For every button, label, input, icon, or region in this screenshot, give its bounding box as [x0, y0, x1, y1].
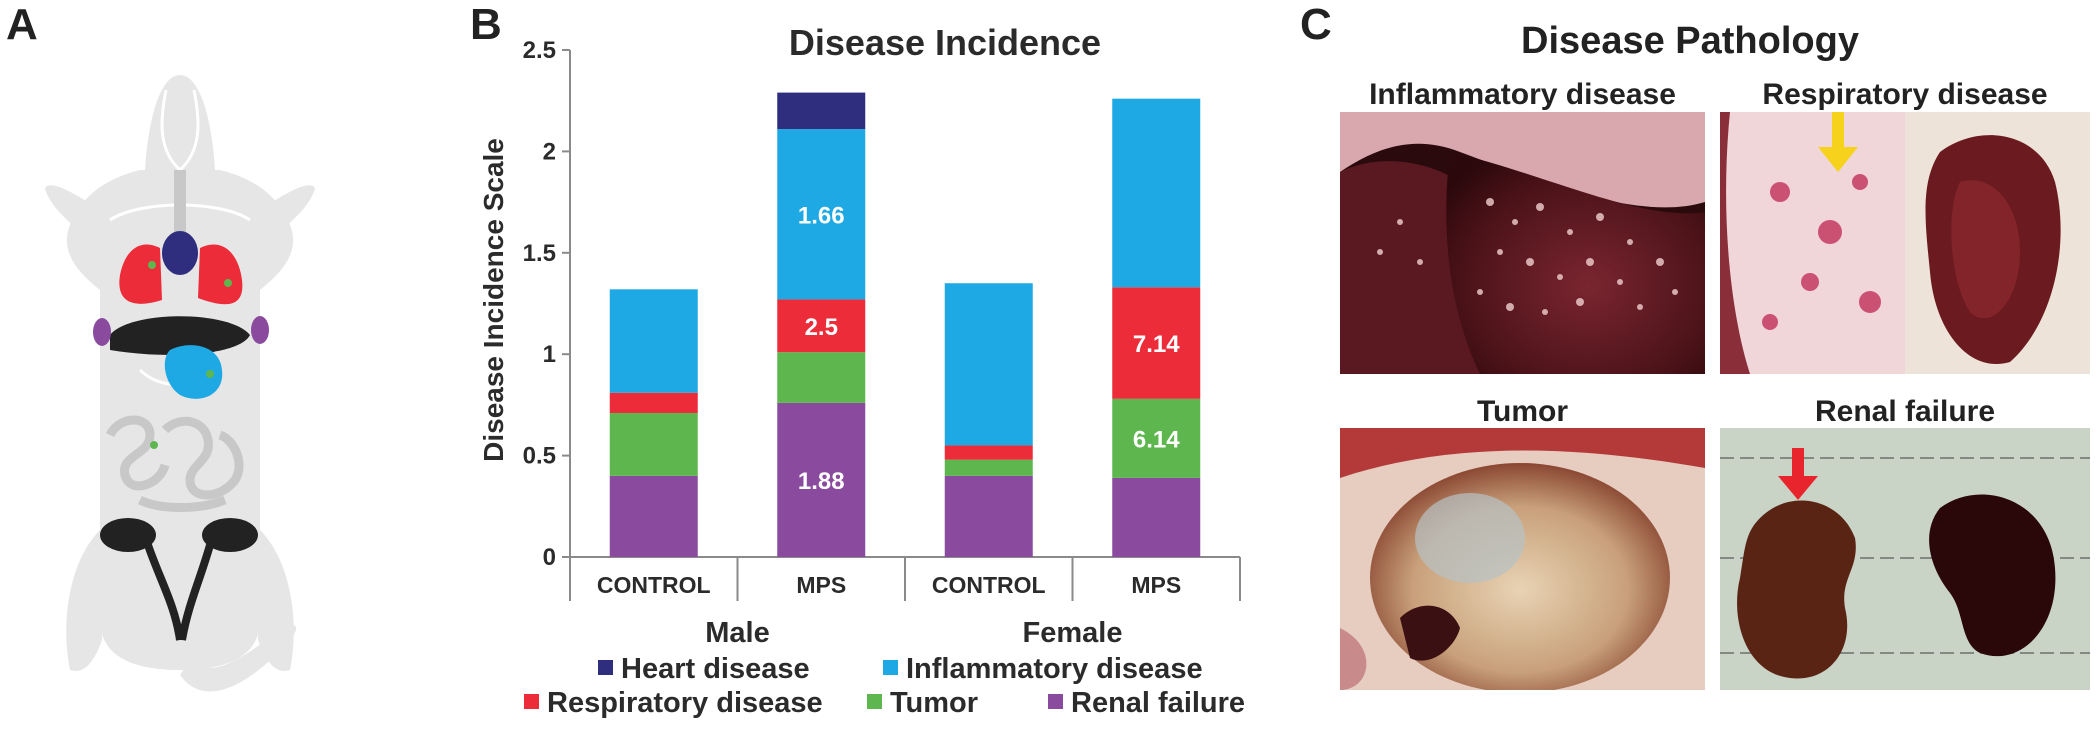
- x-tick-label: MPS: [1131, 572, 1181, 598]
- heart-organ: [162, 231, 198, 275]
- bar-segment-inflammatory-disease: [609, 289, 698, 393]
- bar-segment-tumor: [777, 352, 866, 403]
- bar-segment-respiratory-disease: [609, 392, 698, 414]
- panel-label-b: B: [470, 0, 502, 49]
- x-tick-label: MPS: [796, 572, 846, 598]
- y-tick-label: 2: [543, 138, 556, 165]
- photo-inflammatory-disease: [1340, 112, 1705, 374]
- group-label: Female: [1023, 617, 1123, 649]
- bar-segment-renal-failure: [1112, 477, 1201, 557]
- y-tick-label: 0: [543, 544, 556, 571]
- data-label: 6.14: [1133, 426, 1180, 453]
- bar-segment-inflammatory-disease: [777, 129, 866, 300]
- data-label: 7.14: [1133, 331, 1180, 358]
- bar-segment-respiratory-disease: [1112, 287, 1201, 399]
- mouse-anatomy-illustration: [45, 75, 315, 692]
- data-label: 1.66: [798, 202, 845, 229]
- stomach-organ: [164, 345, 223, 399]
- y-tick-label: 2.5: [523, 37, 556, 64]
- lymph-node-right: [251, 316, 269, 344]
- legend-swatch: [598, 660, 613, 675]
- legend-swatch: [883, 660, 898, 675]
- y-tick-label: 0.5: [523, 443, 556, 470]
- photo-title-tumor: Tumor: [1476, 395, 1569, 428]
- group-label: Male: [705, 617, 769, 649]
- kidney-right: [202, 518, 258, 552]
- bar-segment-tumor: [944, 459, 1033, 476]
- pathology-title: Disease Pathology: [1521, 20, 1859, 62]
- data-label: 1.88: [798, 468, 845, 495]
- legend-label: Respiratory disease: [547, 687, 823, 719]
- legend-swatch: [867, 694, 882, 709]
- bar-segment-respiratory-disease: [777, 299, 866, 353]
- trachea: [174, 170, 186, 240]
- bar-segment-inflammatory-disease: [944, 283, 1033, 446]
- legend-label: Tumor: [890, 687, 978, 719]
- bar-segment-tumor: [1112, 398, 1201, 478]
- bar-segment-inflammatory-disease: [1112, 98, 1201, 288]
- y-tick-label: 1: [543, 341, 556, 368]
- x-tick-label: CONTROL: [932, 572, 1046, 598]
- bar-segment-renal-failure: [777, 402, 866, 557]
- bar-segment-respiratory-disease: [944, 445, 1033, 460]
- photo-respiratory-disease: [1720, 112, 2090, 374]
- y-tick-label: 1.5: [523, 240, 556, 267]
- chart-plot-area: 0 0.5 1 1.5 2 2.5 CONTROL 1.88 2.5 1.66 MPS CONTROL…: [523, 37, 1245, 719]
- lung-left: [119, 244, 162, 304]
- disease-incidence-chart: Disease Incidence Disease Incidence Scal…: [478, 22, 1245, 719]
- liver-organ: [110, 316, 250, 355]
- bar-segment-renal-failure: [944, 475, 1033, 557]
- tumor-markers: [148, 261, 232, 449]
- lung-right: [198, 244, 243, 305]
- yellow-arrow: [1818, 112, 1858, 172]
- photo-tumor: [1340, 428, 1705, 690]
- bar-segment-renal-failure: [609, 475, 698, 557]
- ureters-bladder: [144, 543, 214, 641]
- x-tick-label: CONTROL: [597, 572, 711, 598]
- lymph-node-left: [93, 318, 111, 346]
- legend-label: Heart disease: [621, 653, 810, 685]
- kidney-left: [100, 518, 156, 552]
- photo-title-inflammatory: Inflammatory disease: [1369, 78, 1676, 111]
- legend-label: Inflammatory disease: [906, 653, 1203, 685]
- legend-swatch: [1048, 694, 1063, 709]
- photo-title-renal: Renal failure: [1814, 395, 1996, 428]
- intestines: [105, 415, 244, 512]
- data-label: 2.5: [805, 314, 838, 341]
- y-axis-label: Disease Incidence Scale: [478, 138, 509, 462]
- photo-title-respiratory: Respiratory disease: [1762, 78, 2048, 111]
- panel-label-a: A: [6, 0, 38, 49]
- bar-segment-tumor: [609, 413, 698, 476]
- chart-title: Disease Incidence: [789, 22, 1101, 63]
- panel-label-c: C: [1300, 0, 1332, 49]
- legend-swatch: [524, 694, 539, 709]
- red-arrow: [1778, 448, 1818, 500]
- photo-renal-failure: [1720, 428, 2090, 690]
- bar-segment-heart-disease: [777, 92, 866, 130]
- legend-label: Renal failure: [1071, 687, 1245, 719]
